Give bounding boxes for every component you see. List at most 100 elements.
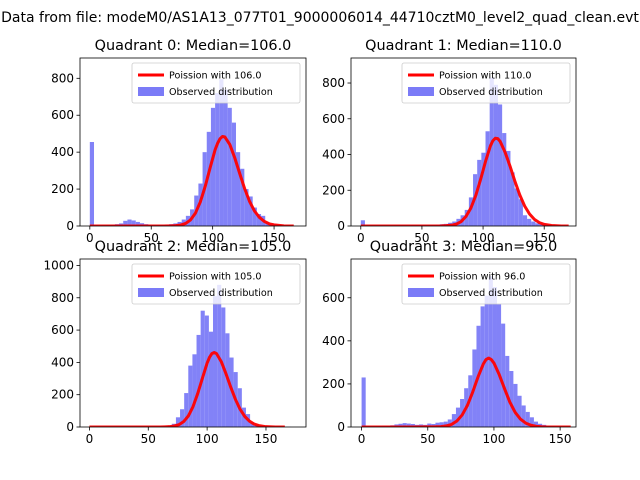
hist-bar bbox=[192, 354, 197, 427]
hist-bar bbox=[531, 221, 536, 226]
hist-bar bbox=[235, 152, 241, 226]
hist-bar bbox=[406, 423, 411, 427]
y-tick-label: 800 bbox=[51, 71, 74, 85]
subplot-quadrant-1: 0 50 100 150 0 200 400 600 800 Quadrant 1: Median… bbox=[322, 38, 577, 245]
subplot-quadrant-2: 0 50 100 150 0 200 400 600 800 1000 Quadrant 2: Me… bbox=[43, 239, 307, 446]
legend-box bbox=[401, 62, 571, 104]
legend-box bbox=[131, 263, 301, 305]
hist-bar bbox=[89, 142, 95, 226]
hist-bar bbox=[451, 414, 456, 427]
axes-frame bbox=[79, 258, 307, 428]
x-tick-label: 150 bbox=[533, 231, 556, 245]
x-tick-label: 0 bbox=[358, 432, 366, 446]
hist-bar bbox=[210, 107, 216, 226]
hist-bar bbox=[206, 131, 211, 226]
legend: Poission with 96.0 Observed distribution bbox=[401, 263, 571, 305]
figure-title: Data from file: modeM0/AS1A13_077T01_900… bbox=[1, 10, 639, 26]
subplot-quadrant-3: 0 50 100 150 0 200 400 600 Quadrant 3: Median=96… bbox=[322, 239, 577, 446]
hist-bar bbox=[427, 423, 432, 427]
legend-label-observed: Observed distribution bbox=[439, 288, 543, 299]
hist-bar bbox=[131, 220, 136, 226]
hist-bar bbox=[517, 395, 522, 427]
legend-hist-swatch bbox=[138, 288, 164, 297]
hist-bar bbox=[443, 421, 448, 427]
hist-bar bbox=[496, 304, 502, 427]
legend: Poission with 106.0 Observed distribution bbox=[131, 62, 301, 104]
hist-bar bbox=[398, 423, 403, 427]
y-tick-label: 200 bbox=[51, 388, 74, 402]
y-tick-label: 400 bbox=[322, 334, 345, 348]
x-tick-label: 50 bbox=[141, 432, 156, 446]
hist-bar bbox=[127, 219, 132, 226]
hist-bar bbox=[219, 79, 224, 226]
subplot-quadrant-0: 0 50 100 150 0 200 400 600 800 Quadrant 0: Median… bbox=[51, 38, 307, 245]
x-tick-label: 150 bbox=[549, 432, 572, 446]
poisson-curve bbox=[89, 134, 294, 226]
hist-bar bbox=[215, 93, 220, 226]
subplot-title: Quadrant 3: Median=96.0 bbox=[370, 239, 558, 255]
hist-bar bbox=[485, 131, 490, 226]
x-tick-label: 50 bbox=[144, 231, 159, 245]
hist-bar bbox=[188, 365, 193, 427]
hist-bar bbox=[501, 323, 506, 427]
hist-bar bbox=[522, 215, 528, 226]
hist-bar bbox=[509, 371, 514, 427]
hist-bar bbox=[200, 310, 205, 427]
y-tick-label: 600 bbox=[322, 291, 345, 305]
hist-bar bbox=[481, 152, 486, 226]
legend-box bbox=[401, 263, 571, 305]
legend-label-poisson: Poission with 106.0 bbox=[169, 71, 262, 82]
hist-bar bbox=[525, 411, 530, 427]
legend-hist-swatch bbox=[408, 87, 434, 96]
plot-area bbox=[360, 77, 569, 226]
hist-bar bbox=[180, 409, 185, 427]
axes-frame bbox=[350, 258, 577, 428]
hist-bar bbox=[135, 221, 140, 226]
x-tick-label: 100 bbox=[472, 231, 495, 245]
hist-bar bbox=[402, 423, 407, 427]
x-tick-label: 100 bbox=[196, 432, 219, 446]
legend-label-observed: Observed distribution bbox=[169, 288, 273, 299]
x-tick-label: 0 bbox=[86, 432, 94, 446]
subplot-title: Quadrant 1: Median=110.0 bbox=[365, 38, 562, 54]
hist-bar bbox=[497, 104, 503, 226]
hist-bar bbox=[513, 383, 518, 427]
y-tick-label: 0 bbox=[337, 219, 345, 233]
hist-bar bbox=[510, 172, 515, 226]
poisson-curve bbox=[89, 351, 285, 427]
x-tick-label: 0 bbox=[86, 231, 94, 245]
hist-bar bbox=[435, 422, 440, 427]
hist-bar bbox=[361, 377, 366, 427]
hist-bar bbox=[248, 196, 253, 226]
hist-bar bbox=[514, 188, 519, 226]
y-tick-label: 0 bbox=[66, 420, 74, 434]
hist-bar bbox=[213, 296, 218, 427]
hist-bar bbox=[256, 214, 262, 226]
hist-bar bbox=[527, 218, 532, 226]
legend-hist-swatch bbox=[408, 288, 434, 297]
y-tick-label: 200 bbox=[322, 183, 345, 197]
hist-bar bbox=[506, 150, 511, 226]
x-tick-label: 50 bbox=[414, 231, 429, 245]
legend: Poission with 110.0 Observed distribution bbox=[401, 62, 571, 104]
y-tick-label: 400 bbox=[51, 355, 74, 369]
x-tick-label: 100 bbox=[201, 231, 224, 245]
y-tick-label: 200 bbox=[51, 182, 74, 196]
hist-bar bbox=[484, 295, 489, 427]
y-tick-label: 600 bbox=[51, 323, 74, 337]
hist-bar bbox=[492, 287, 497, 427]
y-tick-label: 600 bbox=[51, 108, 74, 122]
y-tick-label: 800 bbox=[51, 291, 74, 305]
hist-bar bbox=[204, 315, 209, 427]
subplots-grid: 0 50 100 150 0 200 400 600 800 Quadrant 0: Median… bbox=[43, 38, 577, 446]
hist-bar bbox=[231, 122, 236, 226]
hist-bar bbox=[455, 407, 461, 427]
legend-label-poisson: Poission with 105.0 bbox=[169, 272, 262, 283]
plot-area bbox=[89, 284, 292, 427]
hist-bar bbox=[535, 223, 540, 226]
hist-bar bbox=[468, 197, 474, 226]
hist-bar bbox=[184, 393, 189, 427]
hist-bar bbox=[489, 77, 494, 226]
poisson-curve bbox=[361, 356, 571, 427]
